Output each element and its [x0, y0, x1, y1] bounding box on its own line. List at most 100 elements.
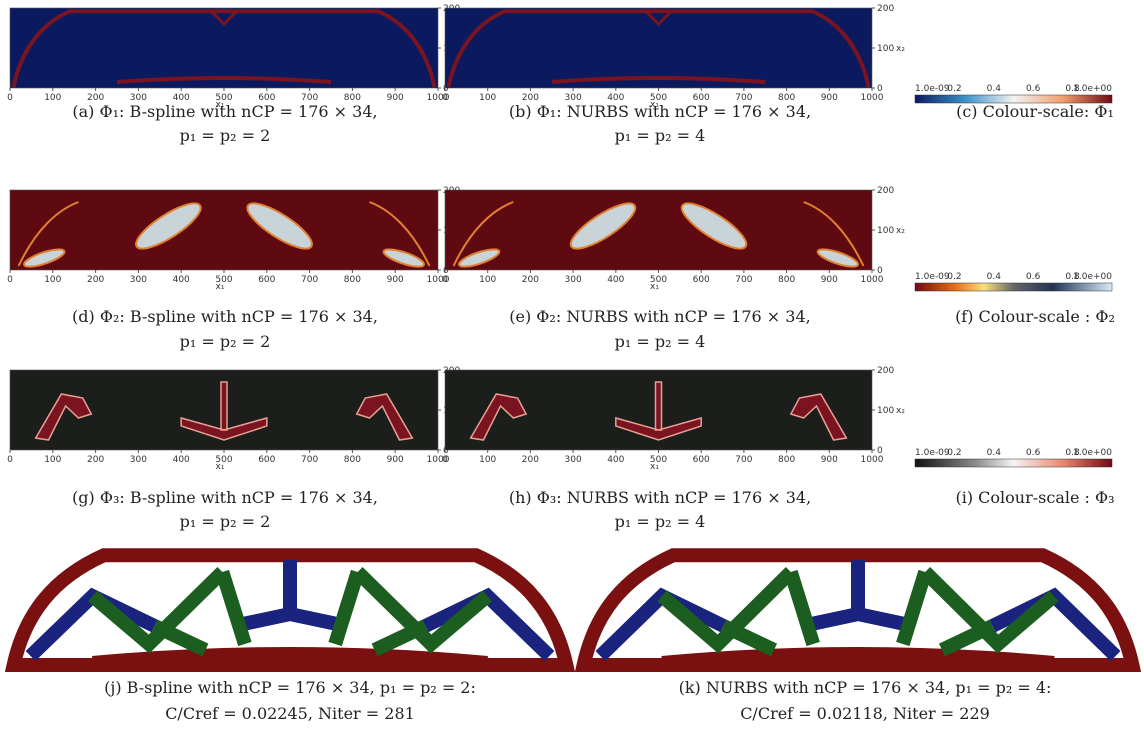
structure-shape — [457, 246, 501, 270]
x-tick-label: 0 — [442, 275, 448, 285]
structure-shape — [13, 11, 434, 87]
x-axis-label: x₁ — [650, 462, 659, 472]
caption: (j) B-spline with nCP = 176 × 34, p₁ = p… — [104, 678, 476, 697]
x-tick-label: 500 — [215, 275, 232, 285]
caption: (i) Colour-scale : Φ₃ — [955, 488, 1114, 507]
x-tick-label: 1000 — [861, 275, 884, 285]
x-tick-label: 200 — [87, 455, 104, 465]
x-tick-label: 1000 — [427, 455, 450, 465]
x-tick-label: 500 — [650, 455, 667, 465]
y-tick-label: 0 — [443, 84, 449, 94]
x-tick-label: 800 — [778, 455, 795, 465]
plot — [8, 548, 572, 668]
colorbar-tick-label: 1.0e+00 — [1073, 272, 1112, 282]
structure — [14, 555, 567, 665]
x-tick-label: 100 — [44, 275, 61, 285]
colorbar-tick-label: 0.2 — [947, 84, 961, 94]
colorbar-tick-label: 0.4 — [987, 448, 1002, 458]
x-tick-label: 900 — [387, 455, 404, 465]
caption: (h) Φ₃: NURBS with nCP = 176 × 34, — [509, 488, 811, 507]
x-tick-label: 900 — [821, 275, 838, 285]
x-tick-label: 0 — [7, 93, 13, 103]
structure-shape — [454, 202, 864, 266]
x-tick-label: 400 — [173, 93, 190, 103]
x-tick-label: 600 — [693, 93, 710, 103]
colorbar-tick-label: 0.8 — [1065, 272, 1080, 282]
colorbar-tick-label: 0.6 — [1026, 448, 1041, 458]
structure — [584, 555, 1133, 665]
y-tick-label: 200 — [877, 366, 894, 376]
x-tick-label: 700 — [301, 275, 318, 285]
x-tick-label: 0 — [442, 93, 448, 103]
colorbar-tick-label: 1.0e-09 — [915, 272, 950, 282]
structure-shape — [552, 78, 766, 82]
x-tick-label: 800 — [778, 93, 795, 103]
x-tick-label: 200 — [87, 275, 104, 285]
structure — [448, 11, 868, 87]
plot: 010020030040050060070080090010000100200x… — [7, 186, 471, 292]
structure-shape — [14, 555, 567, 665]
x-tick-label: 900 — [821, 455, 838, 465]
y-tick-label: 0 — [877, 84, 883, 94]
structure-shape — [93, 572, 488, 650]
structure — [454, 196, 864, 270]
structure-shape — [448, 11, 868, 87]
caption: p₁ = p₂ = 4 — [615, 332, 706, 351]
structure-shape — [662, 572, 1054, 650]
x-tick-label: 300 — [565, 93, 582, 103]
caption: p₁ = p₂ = 4 — [615, 512, 706, 531]
colorbar — [914, 458, 1113, 468]
caption: p₁ = p₂ = 2 — [180, 126, 271, 145]
y-tick-label: 100 — [877, 44, 894, 54]
x-axis-label: x₁ — [216, 100, 225, 110]
caption: C/Cref = 0.02118, Niter = 229 — [740, 704, 990, 723]
x-tick-label: 300 — [130, 93, 147, 103]
x-tick-label: 0 — [442, 455, 448, 465]
caption: p₁ = p₂ = 2 — [180, 332, 271, 351]
y-tick-label: 100 — [877, 226, 894, 236]
x-tick-label: 500 — [650, 275, 667, 285]
x-tick-label: 100 — [44, 455, 61, 465]
x-tick-label: 400 — [607, 275, 624, 285]
structure-shape — [117, 78, 331, 82]
colorbar-tick-label: 0.2 — [947, 272, 961, 282]
y-tick-label: 100 — [877, 406, 894, 416]
x-tick-label: 800 — [344, 93, 361, 103]
structure-shape — [662, 653, 1054, 662]
x-tick-label: 300 — [565, 275, 582, 285]
structure — [13, 11, 434, 87]
x-tick-label: 200 — [87, 93, 104, 103]
x-tick-label: 800 — [344, 275, 361, 285]
x-tick-label: 600 — [693, 275, 710, 285]
caption: (g) Φ₃: B-spline with nCP = 176 × 34, — [72, 488, 378, 507]
x-tick-label: 400 — [607, 93, 624, 103]
structure-shape — [471, 394, 527, 440]
plot-background — [445, 190, 872, 270]
caption: (f) Colour-scale : Φ₂ — [955, 307, 1115, 326]
structure-shape — [676, 196, 753, 256]
x-tick-label: 1000 — [427, 275, 450, 285]
caption: (k) NURBS with nCP = 176 × 34, p₁ = p₂ =… — [679, 678, 1052, 697]
structure-shape — [241, 196, 318, 256]
x-tick-label: 0 — [7, 455, 13, 465]
structure-shape — [93, 653, 488, 662]
y-axis-label: x₂ — [896, 44, 905, 54]
colorbar-tick-label: 0.6 — [1026, 272, 1041, 282]
x-tick-label: 100 — [479, 275, 496, 285]
colorbar-tick-label: 1.0e+00 — [1073, 448, 1112, 458]
x-tick-label: 700 — [735, 455, 752, 465]
colorbar-tick-label: 0.8 — [1065, 84, 1080, 94]
caption: (b) Φ₁: NURBS with nCP = 176 × 34, — [509, 102, 811, 121]
colorbar-tick-label: 0.6 — [1026, 84, 1041, 94]
x-tick-label: 200 — [522, 455, 539, 465]
plot — [578, 548, 1138, 668]
structure-shape — [181, 382, 267, 440]
structure-shape — [646, 11, 672, 24]
x-axis-label: x₁ — [216, 462, 225, 472]
y-tick-label: 200 — [877, 4, 894, 14]
caption: C/Cref = 0.02245, Niter = 281 — [165, 704, 415, 723]
structure-shape — [357, 394, 413, 440]
colorbar-tick-label: 0.2 — [947, 448, 961, 458]
